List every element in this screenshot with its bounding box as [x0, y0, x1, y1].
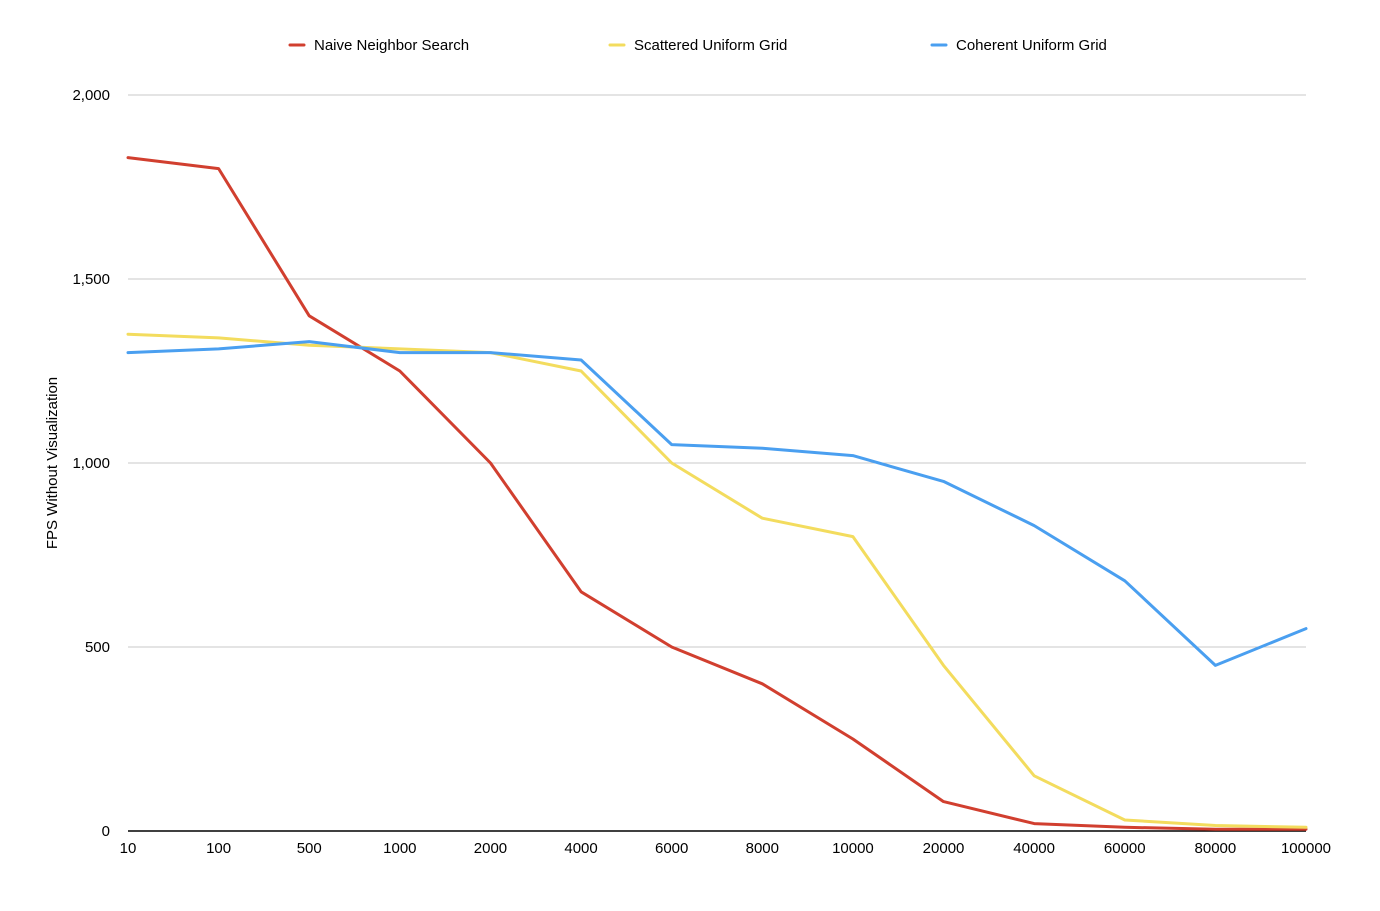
gridlines: [128, 94, 1306, 832]
x-tick-label: 20000: [923, 840, 965, 857]
y-tick-label: 1,500: [72, 271, 110, 288]
x-tick-label: 500: [297, 840, 322, 857]
x-tick-label: 1000: [383, 840, 416, 857]
legend-label: Coherent Uniform Grid: [956, 37, 1107, 54]
x-tick-label: 4000: [564, 840, 597, 857]
legend-label: Naive Neighbor Search: [314, 37, 469, 54]
x-tick-label: 2000: [474, 840, 507, 857]
legend: Naive Neighbor Search Scattered Uniform G…: [288, 37, 1107, 54]
y-tick-label: 2,000: [72, 87, 110, 104]
x-tick-label: 6000: [655, 840, 688, 857]
legend-item-naive-neighbor-search: Naive Neighbor Search: [288, 37, 469, 54]
series-line-coherent-uniform-grid: [126, 340, 1308, 667]
y-tick-label: 500: [85, 639, 110, 656]
x-axis-tick-labels: 10 100 500 1000 2000 4000 6000 8000 10000 20000 40…: [120, 840, 1331, 857]
x-tick-label: 80000: [1195, 840, 1237, 857]
y-tick-label: 0: [102, 823, 110, 840]
series-line-scattered-uniform-grid: [126, 332, 1308, 829]
series-line-naive-neighbor-search: [126, 156, 1308, 831]
y-axis-title: FPS Without Visualization: [44, 377, 61, 549]
legend-item-coherent-uniform-grid: Coherent Uniform Grid: [930, 37, 1107, 54]
y-tick-label: 1,000: [72, 455, 110, 472]
x-tick-label: 8000: [746, 840, 779, 857]
x-tick-label: 10000: [832, 840, 874, 857]
legend-label: Scattered Uniform Grid: [634, 37, 787, 54]
y-axis-tick-labels: 0 500 1,000 1,500 2,000: [72, 87, 110, 840]
x-tick-label: 100000: [1281, 840, 1331, 857]
x-tick-label: 40000: [1013, 840, 1055, 857]
x-tick-label: 10: [120, 840, 137, 857]
series-lines: [126, 156, 1308, 831]
x-tick-label: 60000: [1104, 840, 1146, 857]
x-tick-label: 100: [206, 840, 231, 857]
legend-item-scattered-uniform-grid: Scattered Uniform Grid: [608, 37, 787, 54]
